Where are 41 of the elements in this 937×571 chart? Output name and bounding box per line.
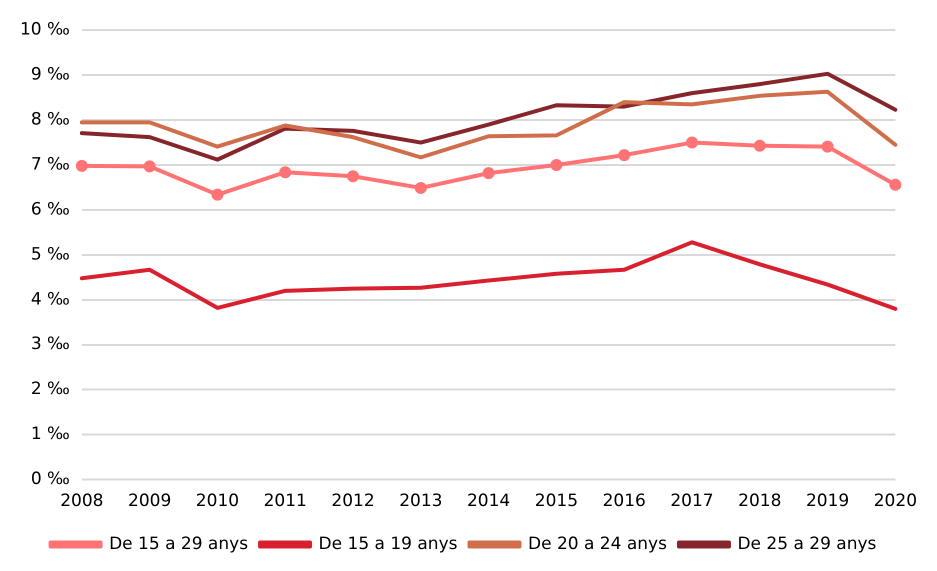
y-tick-label: 0 ‰ [30, 469, 70, 490]
y-tick-label: 5 ‰ [30, 244, 70, 264]
y-tick-label: 10 ‰ [20, 20, 70, 40]
point [279, 166, 292, 178]
x-tick-label: 2013 [399, 491, 442, 512]
x-tick-label: 2012 [331, 491, 375, 512]
point [76, 160, 88, 172]
y-tick-label: 8 ‰ [30, 110, 70, 130]
point [211, 188, 224, 201]
y-tick-label: 6 ‰ [30, 199, 70, 220]
y-tick-label: 1 ‰ [30, 424, 70, 444]
y-tick-label: 4 ‰ [30, 289, 70, 310]
x-tick-label: 2018 [738, 491, 782, 512]
x-tick-label: 2015 [534, 491, 578, 512]
point [414, 182, 427, 194]
y-tick-label: 9 ‰ [30, 64, 70, 85]
y-tick-label: 3 ‰ [30, 334, 70, 354]
y-tick-label: 2 ‰ [30, 379, 70, 400]
point [550, 159, 562, 172]
point [144, 160, 156, 172]
x-tick-label: 2014 [466, 491, 510, 512]
point [618, 149, 630, 162]
point [686, 136, 698, 149]
x-tick-label: 2009 [128, 491, 172, 512]
point [889, 178, 902, 191]
x-tick-label: 2011 [264, 491, 307, 512]
x-tick-label: 2020 [874, 491, 917, 512]
x-tick-label: 2017 [670, 491, 714, 512]
legend-label: De 15 a 29 anys [109, 534, 248, 554]
x-tick-label: 2010 [196, 491, 240, 512]
x-tick-label: 2016 [602, 491, 646, 512]
legend-label: De 20 a 24 anys [528, 534, 668, 554]
point [822, 140, 834, 153]
point [347, 170, 360, 182]
y-tick-label: 7 ‰ [30, 154, 70, 174]
point [754, 140, 766, 152]
legend-label: De 15 a 19 anys [318, 534, 458, 554]
x-tick-label: 2019 [806, 491, 850, 512]
point [482, 167, 495, 180]
legend-label: De 25 a 29 anys [737, 534, 877, 554]
x-tick-label: 2008 [60, 491, 104, 512]
